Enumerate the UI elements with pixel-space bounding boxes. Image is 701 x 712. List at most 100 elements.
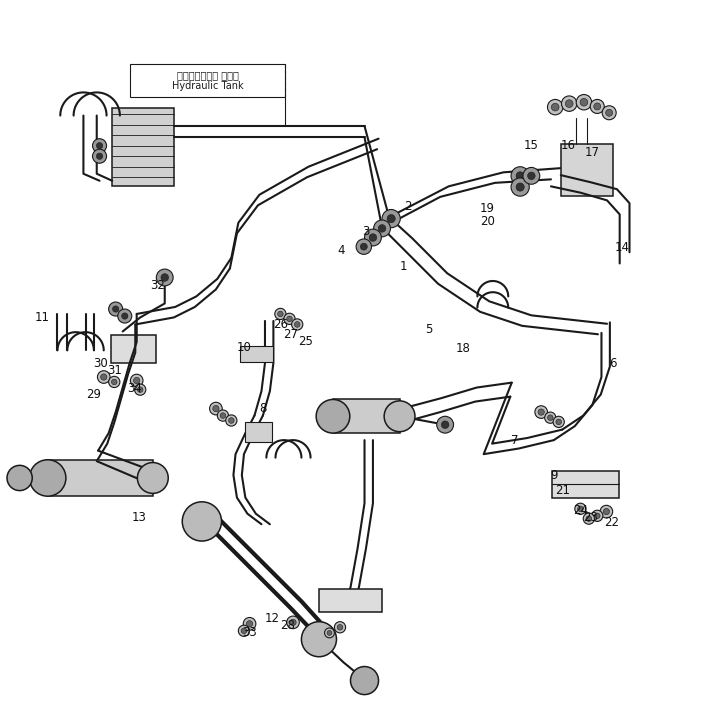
- Text: 14: 14: [615, 241, 630, 254]
- Circle shape: [226, 415, 237, 426]
- Circle shape: [511, 178, 529, 197]
- Circle shape: [547, 415, 553, 421]
- Text: 17: 17: [585, 146, 600, 159]
- Text: 30: 30: [93, 357, 108, 370]
- Circle shape: [112, 306, 119, 312]
- Text: 28: 28: [280, 619, 295, 632]
- Circle shape: [93, 150, 107, 163]
- Text: 32: 32: [150, 279, 165, 293]
- Circle shape: [111, 379, 117, 384]
- Circle shape: [387, 214, 395, 223]
- Bar: [333, 399, 400, 433]
- Circle shape: [101, 374, 107, 380]
- Text: 11: 11: [34, 311, 50, 324]
- Circle shape: [565, 100, 573, 108]
- Circle shape: [575, 503, 586, 515]
- Circle shape: [538, 409, 545, 415]
- Circle shape: [523, 167, 540, 184]
- Circle shape: [7, 466, 32, 491]
- Text: 7: 7: [512, 434, 519, 446]
- Circle shape: [29, 460, 66, 496]
- Circle shape: [284, 313, 295, 325]
- Text: 27: 27: [283, 328, 299, 342]
- Text: 26: 26: [273, 318, 288, 331]
- Circle shape: [356, 239, 372, 254]
- Circle shape: [133, 377, 140, 384]
- Circle shape: [96, 153, 102, 159]
- Circle shape: [241, 628, 247, 634]
- Text: 16: 16: [560, 140, 576, 152]
- Circle shape: [586, 515, 592, 521]
- Circle shape: [109, 302, 123, 316]
- Circle shape: [578, 506, 583, 512]
- Circle shape: [137, 387, 143, 392]
- Circle shape: [156, 269, 173, 286]
- Circle shape: [511, 167, 529, 185]
- Circle shape: [592, 511, 603, 521]
- Text: 9: 9: [550, 468, 557, 482]
- Text: 21: 21: [554, 484, 570, 497]
- Text: 23: 23: [583, 511, 598, 524]
- Bar: [112, 108, 174, 187]
- Text: 5: 5: [426, 323, 433, 336]
- Circle shape: [594, 513, 600, 518]
- Text: 1: 1: [400, 261, 407, 273]
- Bar: [111, 335, 156, 363]
- Circle shape: [96, 142, 102, 149]
- Circle shape: [442, 421, 449, 429]
- Text: 12: 12: [264, 612, 280, 625]
- Circle shape: [287, 316, 292, 322]
- Bar: [561, 145, 613, 197]
- Circle shape: [292, 319, 303, 330]
- Circle shape: [243, 617, 256, 630]
- Bar: [130, 64, 285, 97]
- Circle shape: [594, 103, 601, 110]
- Text: 15: 15: [524, 140, 539, 152]
- Circle shape: [229, 418, 234, 424]
- Circle shape: [545, 412, 556, 424]
- Circle shape: [290, 619, 296, 626]
- Text: 6: 6: [609, 357, 616, 370]
- Circle shape: [374, 220, 390, 237]
- Circle shape: [583, 513, 594, 524]
- Bar: [319, 590, 382, 612]
- Text: 33: 33: [242, 627, 257, 639]
- Circle shape: [220, 413, 226, 419]
- Circle shape: [217, 410, 229, 422]
- Circle shape: [210, 402, 222, 415]
- Circle shape: [301, 622, 336, 656]
- Circle shape: [382, 209, 400, 228]
- Circle shape: [130, 375, 143, 387]
- Circle shape: [603, 508, 610, 515]
- Text: 24: 24: [573, 503, 588, 517]
- Circle shape: [118, 309, 132, 323]
- Bar: [245, 422, 272, 441]
- Circle shape: [379, 224, 386, 232]
- Text: 2: 2: [404, 200, 411, 213]
- Circle shape: [294, 322, 300, 328]
- Text: 31: 31: [107, 364, 122, 377]
- Text: 22: 22: [604, 515, 619, 528]
- Circle shape: [437, 417, 454, 433]
- Circle shape: [316, 399, 350, 433]
- Circle shape: [182, 502, 222, 541]
- Text: 4: 4: [338, 244, 345, 257]
- Text: 3: 3: [362, 225, 369, 238]
- Text: 29: 29: [86, 388, 101, 401]
- Bar: [48, 460, 153, 496]
- Circle shape: [122, 313, 128, 319]
- Circle shape: [369, 234, 376, 241]
- Circle shape: [606, 109, 613, 116]
- Circle shape: [247, 621, 253, 627]
- Circle shape: [602, 106, 616, 120]
- Circle shape: [590, 100, 604, 113]
- Circle shape: [553, 417, 564, 427]
- Text: 34: 34: [127, 382, 142, 395]
- Circle shape: [535, 406, 547, 419]
- Circle shape: [600, 506, 613, 518]
- Text: 10: 10: [236, 341, 252, 354]
- Bar: [240, 346, 273, 362]
- Text: 25: 25: [298, 335, 313, 348]
- Circle shape: [562, 96, 577, 111]
- Circle shape: [97, 371, 110, 383]
